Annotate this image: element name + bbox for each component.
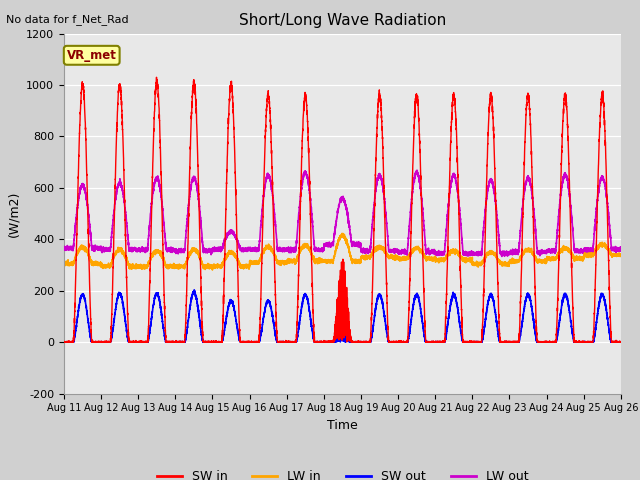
X-axis label: Time: Time (327, 419, 358, 432)
Y-axis label: (W/m2): (W/m2) (8, 191, 20, 237)
Text: VR_met: VR_met (67, 49, 116, 62)
Text: No data for f_Net_Rad: No data for f_Net_Rad (6, 14, 129, 25)
Title: Short/Long Wave Radiation: Short/Long Wave Radiation (239, 13, 446, 28)
Legend: SW in, LW in, SW out, LW out: SW in, LW in, SW out, LW out (152, 465, 533, 480)
